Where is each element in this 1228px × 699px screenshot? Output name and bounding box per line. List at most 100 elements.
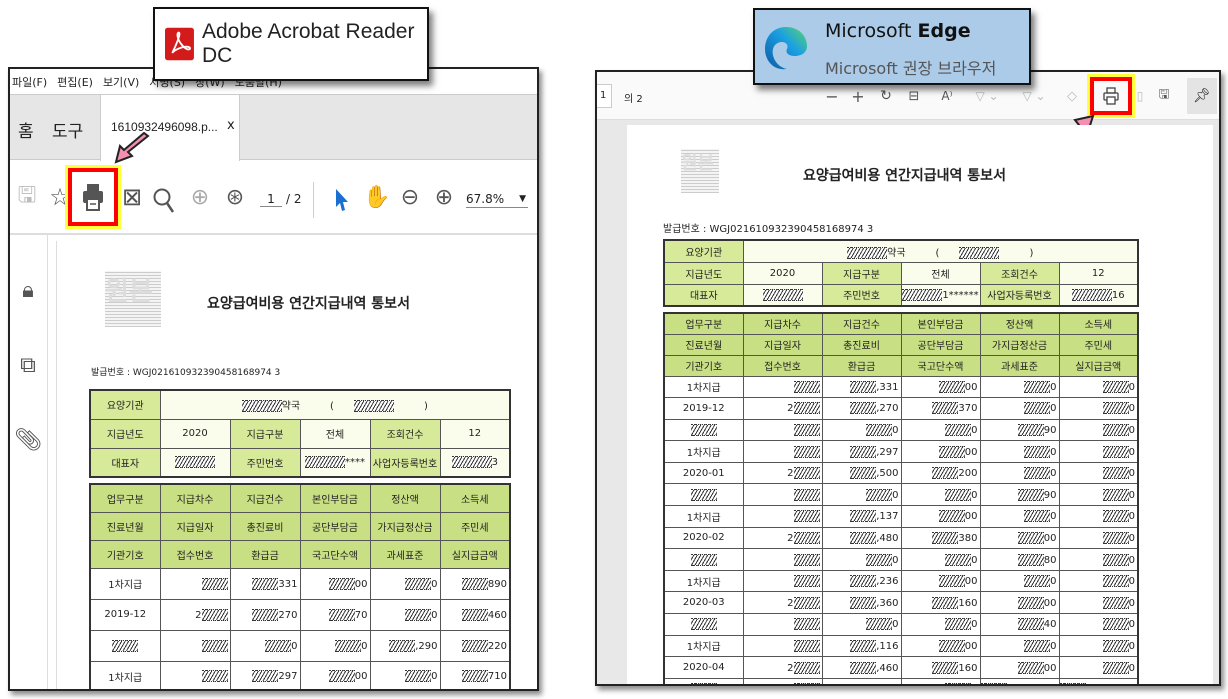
table-cell: 0 bbox=[979, 461, 1060, 485]
masked-value bbox=[793, 575, 820, 588]
masked-value bbox=[793, 445, 820, 458]
tab-tools[interactable]: 도구 bbox=[52, 122, 84, 142]
masked-value bbox=[938, 445, 965, 458]
menu-file[interactable]: 파일(F) bbox=[12, 75, 48, 89]
table-cell bbox=[159, 567, 231, 600]
print-button[interactable] bbox=[1087, 74, 1135, 118]
zoom-select[interactable]: 67.8% ▼ bbox=[466, 190, 528, 208]
menu-view[interactable]: 보기(V) bbox=[102, 75, 140, 89]
label: 지급년도 bbox=[89, 418, 161, 449]
table-cell: 1차지급 bbox=[663, 375, 744, 399]
cell-text: ,236 bbox=[876, 576, 899, 588]
masked-value bbox=[461, 670, 488, 683]
cell-text: 0 bbox=[892, 489, 899, 501]
table-cell: ,500 bbox=[821, 461, 902, 485]
draw-icon[interactable]: ▽ ⌄ bbox=[975, 89, 999, 103]
table-cell: 0 bbox=[1058, 591, 1139, 615]
chevron-down-icon[interactable]: ▼ bbox=[519, 193, 526, 204]
pin-button[interactable]: 📌︎ bbox=[1187, 78, 1217, 114]
masked-value bbox=[932, 661, 959, 674]
column-header: 접수번호 bbox=[159, 539, 231, 569]
page-number-input[interactable]: 1 bbox=[597, 84, 612, 108]
save-as-icon[interactable]: 🖫 bbox=[1158, 87, 1170, 102]
masked-value bbox=[1017, 488, 1044, 501]
cell-text: ,270 bbox=[876, 403, 899, 415]
cell-text: 380 bbox=[958, 532, 978, 544]
table-cell bbox=[742, 440, 823, 463]
table-cell: 1차지급 bbox=[663, 569, 744, 593]
institution-value: 약국 () bbox=[159, 389, 511, 420]
next-page-icon[interactable]: ⊛ bbox=[225, 184, 245, 210]
fit-page-icon[interactable]: ⊟ bbox=[908, 88, 920, 104]
zoom-in-icon[interactable]: ⊕ bbox=[434, 184, 454, 210]
eraser-icon[interactable]: ◇ bbox=[1067, 88, 1077, 104]
table-cell bbox=[742, 634, 823, 658]
page-number-input[interactable]: 1 bbox=[260, 192, 282, 207]
column-header: 지급일자 bbox=[742, 333, 823, 356]
doc-title: 요양급여비용 연간지급내역 통보서 bbox=[207, 296, 410, 312]
table-cell: 890 bbox=[439, 567, 511, 600]
cell-text: 00 bbox=[354, 671, 368, 683]
tab-bar: 홈 도구 1610932496098.p... x bbox=[10, 94, 537, 161]
prev-page-icon[interactable]: ⊕ bbox=[190, 184, 210, 210]
cell-prefix: 2 bbox=[787, 468, 794, 480]
doc-title: 요양급여비용 연간지급내역 통보서 bbox=[803, 168, 1006, 184]
acrobat-window: 파일(F) 편집(E) 보기(V) 서명(S) 창(W) 도움말(H) 홈 도구… bbox=[8, 67, 539, 691]
cell-text: 6,071,800 bbox=[1007, 684, 1058, 685]
cell-text: 0 bbox=[971, 619, 978, 631]
print-button[interactable] bbox=[65, 165, 121, 229]
hand-icon[interactable]: ✋ bbox=[363, 184, 391, 210]
save-icon[interactable]: ▯ bbox=[1136, 89, 1144, 103]
masked-value bbox=[328, 577, 355, 590]
zoom-out-icon[interactable]: − bbox=[825, 86, 839, 106]
table-cell: 2 bbox=[742, 591, 823, 615]
cell-text: 0 bbox=[971, 424, 978, 436]
column-header: 공단부담금 bbox=[900, 333, 981, 356]
highlight-icon[interactable]: ▽ ⌄ bbox=[1022, 89, 1046, 103]
masked-value bbox=[201, 639, 228, 652]
zoom-in-icon[interactable]: + bbox=[851, 86, 865, 106]
cell-prefix: 2 bbox=[787, 532, 794, 544]
cell-text: ,360 bbox=[876, 597, 899, 609]
table-cell: 2019-12 bbox=[663, 397, 744, 420]
star-icon[interactable]: ☆ bbox=[49, 183, 71, 211]
rrn-value: 1****** bbox=[900, 283, 981, 307]
zoom-out-icon[interactable]: ⊖ bbox=[400, 184, 420, 210]
edge-window: 1 의 2 − + ↻ ⊟ A⁾ ▽ ⌄ ▽ ⌄ ◇ ▯ 🖫 📌︎ 원본 요양급… bbox=[595, 70, 1221, 686]
select-arrow-icon[interactable] bbox=[335, 188, 349, 212]
table-cell: 2 bbox=[742, 526, 823, 550]
print-icon bbox=[83, 184, 103, 211]
masked-value bbox=[252, 670, 279, 683]
cell-text: ,331 bbox=[876, 381, 899, 393]
cell-text: 0 bbox=[971, 489, 978, 501]
tab-document[interactable]: 1610932496098.p... x bbox=[100, 95, 240, 161]
masked-value bbox=[690, 682, 717, 684]
cell-text: 00 bbox=[964, 446, 978, 458]
tab-close-button[interactable]: x bbox=[227, 118, 235, 133]
menu-edit[interactable]: 편집(E) bbox=[57, 75, 93, 89]
masked-value bbox=[793, 661, 820, 674]
table-cell: 2020-02 bbox=[663, 526, 744, 550]
mail-icon[interactable]: ⊠ bbox=[121, 183, 143, 211]
read-aloud-icon[interactable]: A⁾ bbox=[941, 89, 953, 103]
column-header: 본인부담금 bbox=[299, 483, 371, 513]
cell-text: 0 bbox=[1128, 446, 1135, 458]
attach-icon[interactable]: 📎︎ bbox=[14, 427, 42, 453]
copy-icon[interactable]: ⧉ bbox=[20, 352, 36, 378]
table-cell bbox=[663, 548, 744, 571]
year-value: 2020 bbox=[159, 418, 231, 449]
label: 지급년도 bbox=[663, 261, 744, 285]
table-row: 0 0 90 0 bbox=[663, 483, 1139, 507]
lock-icon[interactable]: 🔒︎ bbox=[22, 277, 34, 303]
rotate-icon[interactable]: ↻ bbox=[880, 88, 892, 104]
table-cell: 00 bbox=[900, 375, 981, 399]
paren: ( bbox=[330, 401, 334, 413]
masked-value bbox=[866, 553, 893, 566]
tab-home[interactable]: 홈 bbox=[18, 122, 34, 142]
info-table-right: 요양기관 약국 () 지급년도 2020 지급구분 전체 조회건수 12 대표자 주민번호 1****… bbox=[663, 239, 1139, 307]
search-icon[interactable] bbox=[153, 188, 175, 214]
masked-value bbox=[252, 577, 279, 590]
masked-value bbox=[866, 423, 893, 436]
save-icon[interactable]: 🖫 bbox=[17, 183, 37, 208]
column-header: 접수번호 bbox=[742, 354, 823, 377]
